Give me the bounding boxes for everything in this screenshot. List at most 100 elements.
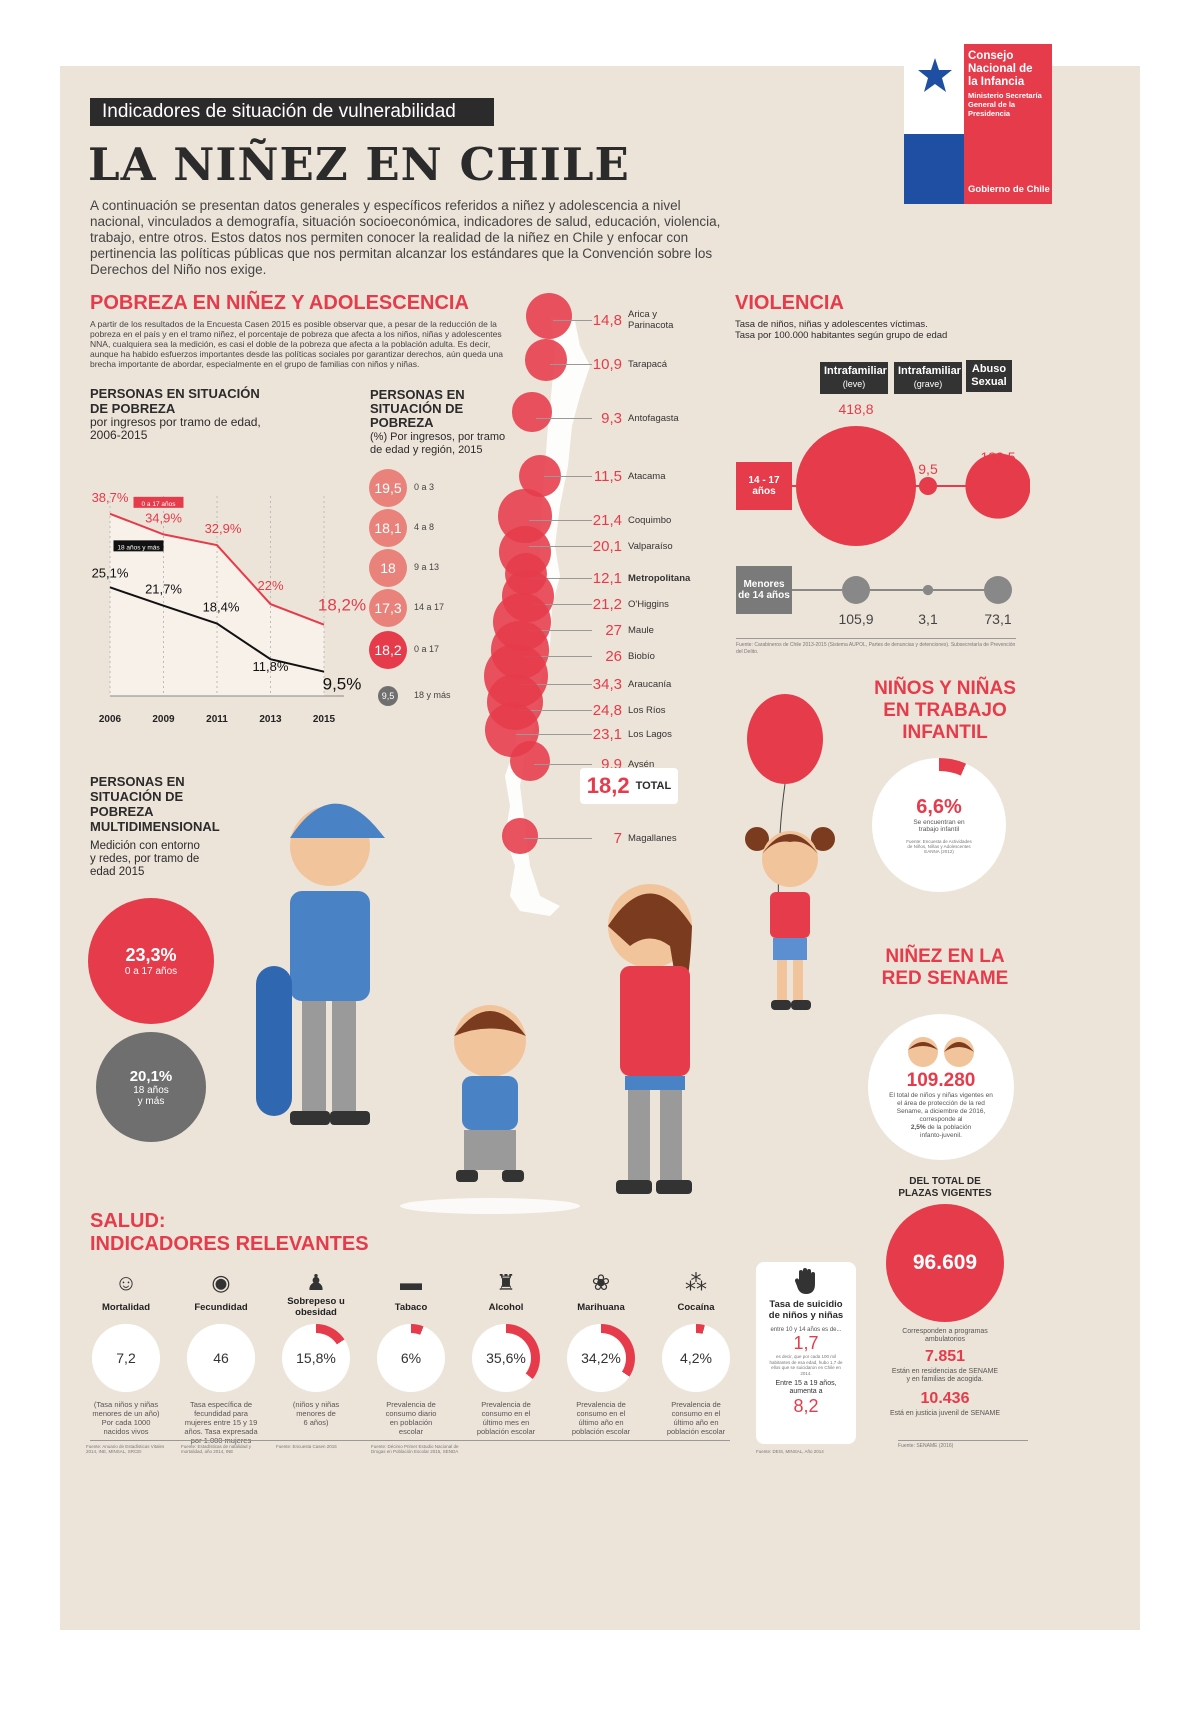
salud-title: SALUD: INDICADORES RELEVANTES [90, 1210, 369, 1255]
trabajo-desc: Se encuentran en trabajo infantil [913, 819, 965, 833]
region-name: Coquimbo [628, 515, 672, 526]
region-name: Aysén [628, 759, 655, 770]
salud-desc: (Tasa niños y niñas menores de un año) Por… [92, 1400, 160, 1436]
data-label: 22% [257, 578, 283, 593]
violence-bubble [922, 584, 934, 596]
region-connector [544, 476, 592, 477]
violence-bubble [918, 476, 938, 496]
sename-circle: 109.280 El total de niños y niñas vigent… [868, 1014, 1014, 1160]
salud-label: Tabaco [394, 1302, 428, 1313]
suicidio-v2: 8,2 [793, 1396, 819, 1416]
data-label: 32,9% [205, 521, 242, 536]
region-connector [524, 656, 592, 657]
sename-v3: 10.436 [920, 1390, 970, 1407]
violence-value: 123,5 [980, 449, 1015, 465]
salud-value: 4,2% [680, 1350, 712, 1366]
coat-of-arms-icon [918, 58, 952, 92]
children-faces-icon [908, 1037, 974, 1067]
suicidio-fuente: Fuente: DEIS, MINSAL, Año 2014 [756, 1449, 824, 1454]
salud-fuente: Fuente: Encuesta Casen 2015 [276, 1444, 337, 1449]
series-line-children [109, 512, 325, 626]
marijuana-leaf-icon: ❀ [591, 1270, 611, 1295]
age-bubble-label: 0 a 3 [414, 482, 435, 492]
chart1-title: PERSONAS EN SITUACIÓN DE POBREZA [90, 386, 260, 416]
region-name: Biobío [628, 651, 655, 662]
legend-label: 0 a 17 años [142, 501, 177, 508]
page-title: LA NIÑEZ EN CHILE [88, 138, 630, 191]
region-name: Los Lagos [628, 729, 672, 740]
region-value: 10,9 [592, 356, 622, 373]
violence-value: 105,9 [838, 611, 873, 627]
region-value: 26 [605, 648, 622, 665]
legend-label: 18 años y más [117, 544, 160, 551]
salud-label: Cocaína [677, 1302, 715, 1313]
region-name: Arica y Parinacota [628, 309, 674, 331]
overweight-child-icon: ♟ [306, 1270, 326, 1295]
salud-donut: 46 [187, 1324, 255, 1392]
x-tick-label: 2015 [313, 714, 336, 725]
chart2-subtitle: (%) Por ingresos, por tramo de edad y re… [370, 431, 506, 456]
salud-value: 7,2 [116, 1350, 136, 1366]
violence-value: 3,1 [918, 611, 938, 627]
cigarette-icon: ▬ [400, 1270, 422, 1295]
region-name: Antofagasta [628, 413, 679, 424]
region-bubble [502, 818, 538, 854]
region-name: Tarapacá [628, 359, 668, 370]
violence-bubble [796, 426, 916, 546]
violence-value: 418,8 [838, 401, 873, 417]
total-value: 18,2 [586, 773, 630, 798]
cocaine-icon: ⁂ [685, 1270, 707, 1295]
region-value: 11,5 [593, 468, 622, 485]
salud-label: Fecundidad [194, 1302, 248, 1313]
salud-donut: 35,6% [472, 1324, 540, 1392]
suicidio-s3: Entre 15 a 19 años, aumenta a [775, 1380, 837, 1395]
salud-divider [90, 1440, 730, 1441]
pregnancy-icon: ◉ [211, 1270, 231, 1295]
region-value: 20,1 [592, 538, 622, 555]
region-value: 12,1 [592, 570, 622, 587]
pobreza-title: POBREZA EN NIÑEZ Y ADOLESCENCIA [90, 292, 469, 314]
sename-v2: 7.851 [924, 1348, 966, 1365]
plazas-title: DEL TOTAL DE PLAZAS VIGENTES [898, 1176, 992, 1199]
children-illustration [256, 803, 692, 1214]
salud-donut: 6% [377, 1324, 445, 1392]
salud-label: Alcohol [488, 1302, 524, 1313]
salud-fuente: Fuente: Décimo Primer Estudio Nacional d… [371, 1444, 459, 1454]
poverty-line-chart: 2006 2009 2011 2013 2015 38,7% 34,9% 32,9% 22% 18… [92, 490, 367, 725]
region-name: Magallanes [628, 833, 677, 844]
region-value: 14,8 [592, 312, 622, 329]
region-name: Maule [628, 625, 654, 636]
age-bubble: 19,5 [369, 469, 407, 507]
region-value: 21,2 [592, 596, 622, 613]
region-name: Metropolitana [628, 573, 691, 584]
salud-donut: 15,8% [282, 1324, 350, 1392]
region-connector [516, 734, 592, 735]
plazas-value: 96.609 [912, 1251, 978, 1274]
bottle-icon: ♜ [496, 1270, 516, 1295]
salud-desc: Prevalencia de consumo en el último año en… [666, 1400, 726, 1436]
logo-gov: Gobierno de Chile [968, 184, 1050, 195]
x-tick-label: 2006 [99, 714, 122, 725]
region-value: 9,3 [601, 410, 622, 427]
data-label: 21,7% [145, 582, 182, 597]
violence-bubble [842, 576, 870, 604]
trabajo-value: 6,6% [916, 796, 962, 818]
trabajo-fuente: Fuente: Encuesta de Actividades de Niños… [906, 839, 972, 854]
series-line-adults [109, 586, 325, 673]
region-name: O'Higgins [628, 599, 669, 610]
region-connector [526, 630, 592, 631]
sename-v2-desc: Están en residencias de SENAME y en famil… [891, 1368, 999, 1383]
data-label: 38,7% [92, 490, 129, 505]
salud-desc: Prevalencia de consumo en el último año en… [571, 1400, 631, 1436]
region-connector [553, 320, 592, 321]
region-name: Atacama [628, 471, 666, 482]
data-label: 18,2% [318, 596, 366, 615]
plazas-desc: Corresponden a programas ambulatorios [902, 1328, 988, 1343]
intro-text: A continuación se presentan datos genera… [90, 198, 721, 277]
violence-value: 9,5 [918, 461, 938, 477]
chart2-title: PERSONAS EN SITUACIÓN DE POBREZA [370, 387, 465, 430]
region-value: 24,8 [592, 702, 622, 719]
region-value: 34,3 [592, 676, 622, 693]
violencia-col1: Intrafamiliar (leve) [820, 362, 888, 394]
salud-value: 46 [213, 1350, 229, 1366]
